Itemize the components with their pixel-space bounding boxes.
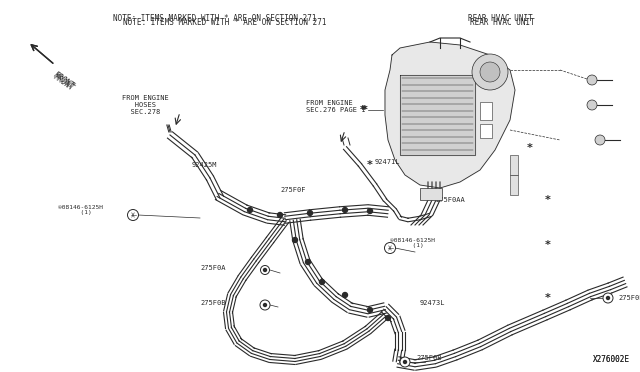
Text: *: * — [367, 160, 373, 170]
Polygon shape — [400, 75, 475, 155]
Circle shape — [400, 357, 410, 367]
Text: FRONT: FRONT — [52, 70, 76, 91]
Text: 275F0B: 275F0B — [200, 300, 225, 306]
Circle shape — [278, 212, 282, 218]
Circle shape — [367, 308, 372, 312]
Text: FROM ENGINE
   HOSES
  SEC.278: FROM ENGINE HOSES SEC.278 — [122, 95, 169, 115]
Circle shape — [385, 315, 390, 321]
Circle shape — [587, 75, 597, 85]
Circle shape — [603, 293, 613, 303]
Text: *: * — [545, 293, 551, 303]
Bar — [510, 175, 518, 195]
Text: X276002E: X276002E — [593, 355, 630, 364]
Text: 275F0A: 275F0A — [200, 265, 225, 271]
Circle shape — [264, 269, 266, 272]
Text: 92473L: 92473L — [420, 300, 445, 306]
Circle shape — [480, 62, 500, 82]
Circle shape — [319, 279, 324, 285]
Text: *: * — [527, 143, 533, 153]
Text: 275F0AA: 275F0AA — [435, 197, 465, 203]
Bar — [480, 124, 492, 138]
Text: REAR HVAC UNIT: REAR HVAC UNIT — [470, 18, 535, 27]
Text: 275F0F: 275F0F — [280, 187, 305, 193]
Circle shape — [342, 208, 348, 212]
Text: *: * — [545, 195, 551, 205]
Text: 92425M: 92425M — [192, 162, 218, 168]
Bar — [510, 155, 518, 175]
Text: FROM ENGINE
SEC.276 PAGE 1: FROM ENGINE SEC.276 PAGE 1 — [306, 100, 365, 113]
Circle shape — [587, 100, 597, 110]
Text: 275F0B: 275F0B — [618, 295, 640, 301]
Circle shape — [595, 135, 605, 145]
Circle shape — [260, 300, 270, 310]
Polygon shape — [385, 42, 515, 188]
Text: NOTE: ITEMS MARKED WITH * ARE ON SECTION 271: NOTE: ITEMS MARKED WITH * ARE ON SECTION… — [124, 18, 327, 27]
Text: *: * — [360, 105, 365, 115]
Text: FRONT: FRONT — [52, 72, 76, 93]
Bar — [420, 188, 442, 200]
Text: ®08146-6125H
      (1): ®08146-6125H (1) — [58, 205, 103, 215]
Text: ®08146-6125H
      (1): ®08146-6125H (1) — [390, 238, 435, 248]
Text: REAR HVAC UNIT: REAR HVAC UNIT — [468, 14, 532, 23]
Circle shape — [305, 260, 310, 264]
Text: 92471L: 92471L — [375, 159, 401, 165]
Text: *: * — [545, 240, 551, 250]
Text: 275F0B: 275F0B — [416, 355, 442, 361]
Circle shape — [607, 296, 609, 299]
Circle shape — [307, 211, 312, 215]
Circle shape — [260, 266, 269, 275]
Circle shape — [367, 208, 372, 214]
Text: NOTE: ITEMS MARKED WITH * ARE ON SECTION 271: NOTE: ITEMS MARKED WITH * ARE ON SECTION… — [113, 14, 317, 23]
Text: *: * — [362, 105, 368, 115]
Circle shape — [264, 304, 266, 307]
Circle shape — [292, 237, 298, 243]
Circle shape — [342, 292, 348, 298]
Text: *: * — [361, 105, 367, 115]
Bar — [480, 102, 492, 120]
Circle shape — [385, 243, 396, 253]
Circle shape — [472, 54, 508, 90]
Circle shape — [127, 209, 138, 221]
Circle shape — [403, 360, 406, 363]
Circle shape — [248, 208, 253, 212]
Text: X276002E: X276002E — [593, 355, 630, 364]
